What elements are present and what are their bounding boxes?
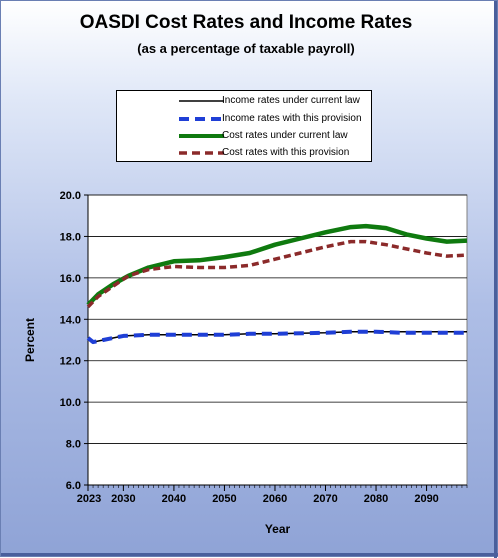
y-tick-label: 16.0 <box>60 273 81 285</box>
chart-title: OASDI Cost Rates and Income Rates <box>79 12 413 33</box>
legend-label-income-provision: Income rates with this provision <box>222 113 362 124</box>
series-line-3 <box>86 239 468 309</box>
series-line-2 <box>86 223 468 307</box>
plot-area <box>87 194 468 486</box>
y-axis-title: Percent <box>23 318 37 362</box>
y-tick-label: 14.0 <box>60 314 81 326</box>
x-tick-label: 2090 <box>414 493 438 505</box>
y-tick-label: 20.0 <box>60 190 81 202</box>
legend-label-cost-current: Cost rates under current law <box>222 130 348 141</box>
legend-swatch-income-current <box>179 100 224 102</box>
frame-shadow-bottom <box>1 553 498 556</box>
y-tick-label: 10.0 <box>60 397 81 409</box>
y-tick-label: 18.0 <box>60 231 81 243</box>
x-tick-label: 2080 <box>364 493 388 505</box>
legend-swatch-cost-current <box>179 134 224 138</box>
x-tick-label: 2050 <box>212 493 236 505</box>
x-tick-label: 2070 <box>313 493 337 505</box>
x-tick-label: 2060 <box>263 493 287 505</box>
series-line-1 <box>86 329 467 345</box>
y-tick-label: 8.0 <box>66 439 81 451</box>
legend-item-cost-provision: Cost rates with this provision <box>117 145 371 161</box>
x-tick-label: 2023 <box>77 493 101 505</box>
legend-label-income-current: Income rates under current law <box>222 95 360 106</box>
legend-item-cost-current: Cost rates under current law <box>117 128 371 144</box>
x-axis-title: Year <box>265 522 291 536</box>
legend: Income rates under current law Income ra… <box>116 90 372 162</box>
frame-shadow-right <box>494 1 497 558</box>
legend-item-income-provision: Income rates with this provision <box>117 111 371 127</box>
chart-subtitle: (as a percentage of taxable payroll) <box>137 41 355 56</box>
legend-swatch-income-provision <box>179 117 224 121</box>
y-tick-label: 12.0 <box>60 356 81 368</box>
y-tick-label: 6.0 <box>66 480 81 492</box>
legend-label-cost-provision: Cost rates with this provision <box>222 147 350 158</box>
x-tick-label: 2040 <box>162 493 186 505</box>
x-tick-label: 2030 <box>111 493 135 505</box>
legend-item-income-current: Income rates under current law <box>117 93 371 109</box>
legend-swatch-cost-provision <box>179 151 224 155</box>
